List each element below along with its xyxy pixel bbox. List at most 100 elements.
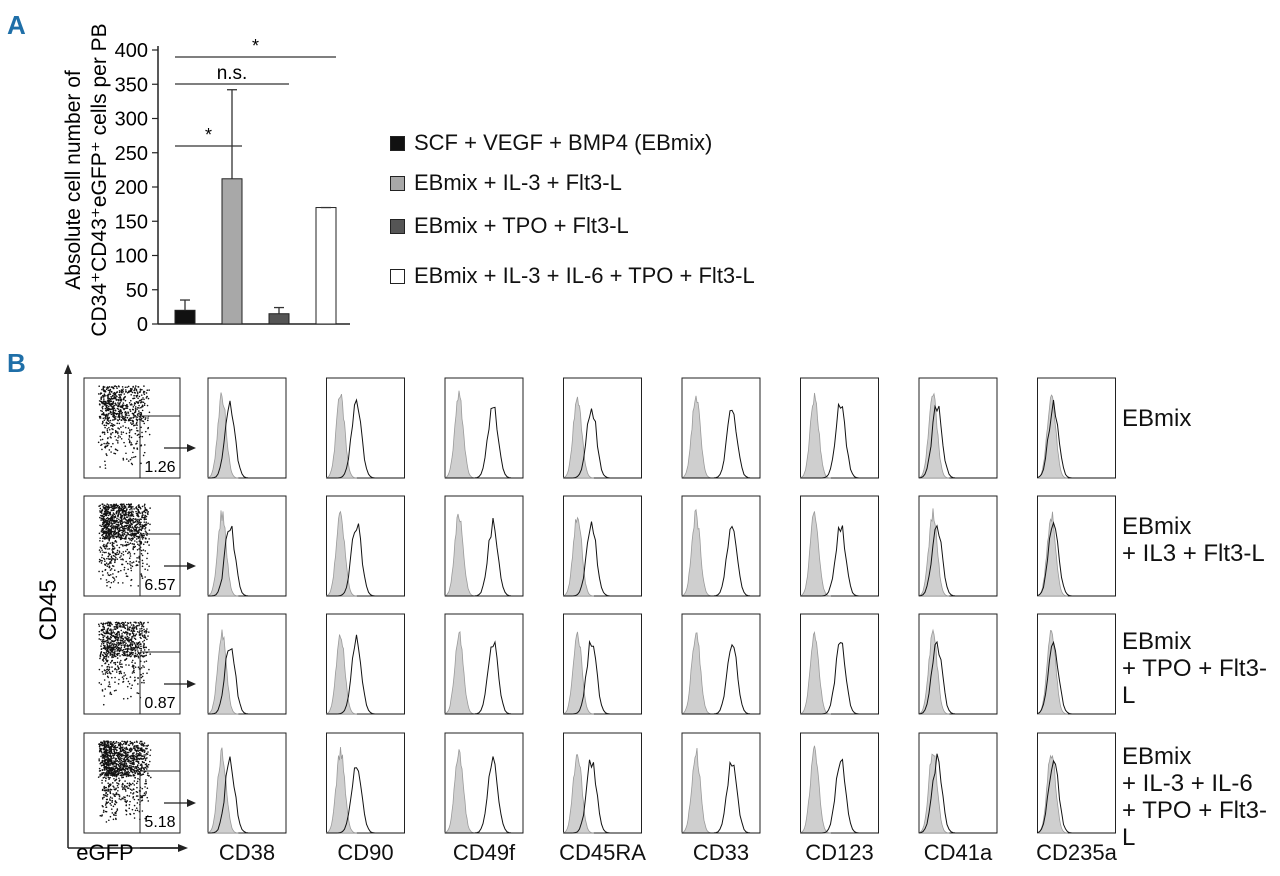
event-dot	[145, 754, 147, 756]
event-dot	[129, 387, 132, 390]
event-dot	[141, 538, 144, 540]
event-dot	[128, 512, 131, 514]
event-dot	[106, 431, 109, 434]
event-dot	[102, 557, 105, 560]
y-tick-label: 300	[115, 109, 148, 131]
event-dot	[143, 451, 146, 454]
event-dot	[142, 757, 145, 760]
event-dot	[143, 521, 146, 523]
event-dot	[133, 536, 136, 538]
event-dot	[140, 643, 142, 646]
event-dot	[119, 639, 122, 641]
event-dot	[134, 749, 137, 752]
event-dot	[109, 784, 112, 787]
event-dot	[139, 628, 141, 630]
event-dot	[113, 774, 116, 776]
event-dot	[118, 672, 121, 675]
event-dot	[116, 551, 118, 554]
event-dot	[103, 386, 106, 388]
event-dot	[141, 577, 144, 579]
event-dot	[113, 542, 115, 545]
event-dot	[99, 657, 101, 660]
event-dot	[124, 517, 127, 520]
event-dot	[132, 505, 134, 508]
event-dot	[130, 417, 133, 419]
event-dot	[107, 763, 110, 765]
event-dot	[109, 519, 111, 522]
event-dot	[141, 810, 144, 812]
event-dot	[107, 764, 109, 767]
event-dot	[114, 409, 117, 412]
event-dot	[140, 637, 142, 640]
event-dot	[118, 770, 120, 773]
event-dot	[111, 782, 114, 784]
event-dot	[101, 779, 103, 782]
event-dot	[109, 748, 111, 751]
event-dot	[105, 517, 108, 520]
event-dot	[124, 750, 127, 753]
event-dot	[102, 545, 105, 547]
event-dot	[135, 389, 138, 392]
event-dot	[140, 623, 143, 625]
event-dot	[148, 389, 150, 391]
event-dot	[108, 523, 111, 526]
event-dot	[120, 390, 122, 393]
event-dot	[108, 819, 110, 822]
event-dot	[146, 389, 149, 392]
event-dot	[136, 772, 139, 774]
isotype-histogram	[681, 395, 713, 479]
event-dot	[117, 398, 120, 401]
event-dot	[130, 748, 132, 750]
event-dot	[136, 514, 138, 517]
event-dot	[117, 436, 119, 439]
event-dot	[128, 521, 130, 523]
event-dot	[109, 791, 111, 793]
event-dot	[103, 655, 106, 658]
event-dot	[109, 390, 111, 392]
event-dot	[122, 638, 124, 640]
event-dot	[136, 541, 138, 543]
event-dot	[121, 797, 124, 800]
event-dot	[104, 467, 107, 469]
event-dot	[137, 754, 140, 757]
event-dot	[134, 635, 136, 637]
event-dot	[105, 806, 108, 809]
event-dot	[137, 656, 140, 659]
event-dot	[109, 799, 111, 802]
event-dot	[129, 651, 131, 654]
event-dot	[105, 388, 108, 391]
event-dot	[146, 404, 149, 407]
event-dot	[104, 530, 106, 532]
event-dot	[119, 623, 121, 625]
event-dot	[134, 455, 137, 458]
event-dot	[119, 768, 122, 771]
event-dot	[139, 518, 141, 520]
event-dot	[138, 645, 140, 647]
event-dot	[128, 638, 130, 641]
event-dot	[145, 763, 148, 765]
event-dot	[127, 533, 130, 536]
event-dot	[132, 761, 135, 764]
event-dot	[125, 813, 128, 816]
event-dot	[127, 751, 129, 754]
event-dot	[113, 742, 116, 745]
event-dot	[136, 692, 138, 694]
event-dot	[112, 576, 114, 579]
event-dot	[139, 647, 141, 650]
event-dot	[146, 557, 148, 560]
event-dot	[115, 742, 117, 744]
event-dot	[134, 518, 136, 521]
event-dot	[100, 645, 102, 647]
event-dot	[105, 534, 107, 537]
event-dot	[119, 663, 121, 666]
event-dot	[132, 765, 134, 768]
event-dot	[124, 741, 127, 744]
event-dot	[143, 644, 145, 646]
event-dot	[114, 633, 117, 636]
event-dot	[114, 769, 116, 772]
event-dot	[128, 434, 131, 437]
event-dot	[136, 508, 139, 510]
event-dot	[129, 644, 131, 647]
event-dot	[108, 768, 110, 770]
event-dot	[100, 530, 103, 533]
